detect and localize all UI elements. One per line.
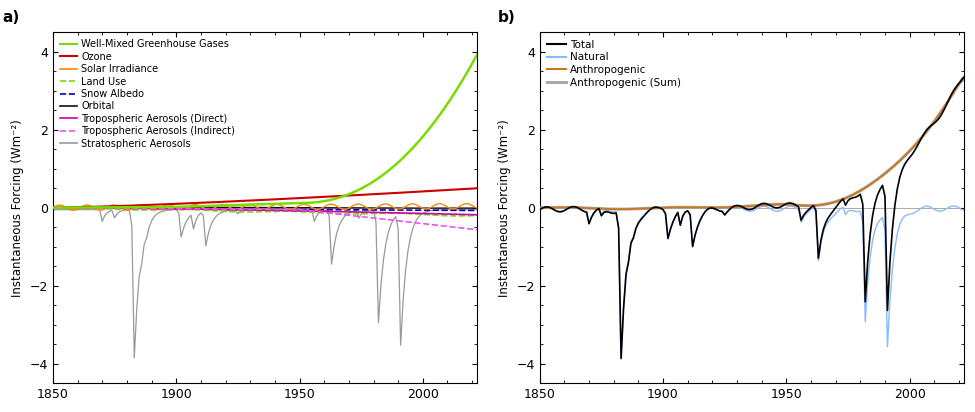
Text: a): a) [2, 10, 20, 26]
Y-axis label: Instantaneous Forcing (Wm⁻²): Instantaneous Forcing (Wm⁻²) [11, 119, 24, 297]
Y-axis label: Instantaneous Forcing (Wm⁻²): Instantaneous Forcing (Wm⁻²) [498, 119, 511, 297]
Legend: Total, Natural, Anthropogenic, Anthropogenic (Sum): Total, Natural, Anthropogenic, Anthropog… [543, 35, 685, 92]
Text: b): b) [497, 10, 515, 26]
Legend: Well-Mixed Greenhouse Gases, Ozone, Solar Irradiance, Land Use, Snow Albedo, Orb: Well-Mixed Greenhouse Gases, Ozone, Sola… [56, 35, 239, 152]
